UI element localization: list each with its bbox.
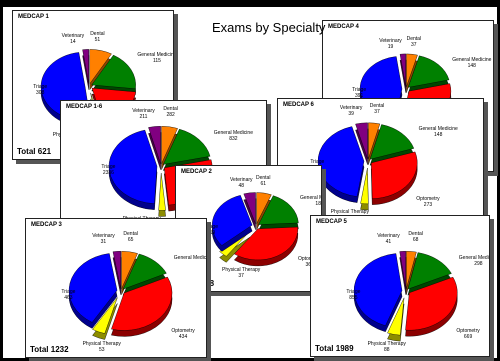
slice-optometry [111,276,173,331]
slice-optometry [233,226,299,261]
slice-label-physical-therapy: Physical Therapy [330,208,369,215]
slice-label-triage: Triage 319 [204,223,218,236]
slice-label-dental: Dental 37 [406,35,422,48]
slice-label-triage: Triage 463 [61,289,76,302]
pie-title: MEDCAP 6 [283,102,314,108]
slice-label-veterinary: Veterinary 48 [230,177,253,189]
slice-general-medicine [407,252,452,290]
slice-label-veterinary: Veterinary 41 [377,233,400,245]
slice-label-optometry: Optometry 669 [456,328,480,341]
slice-physical-therapy [92,297,118,334]
slice-veterinary [399,251,407,289]
slice-physical-therapy [387,297,405,336]
slice-label-dental: Dental 65 [123,230,138,243]
slice-dental [256,192,272,224]
slice-general-medicine [162,128,211,165]
slice-optometry [405,276,458,331]
pie-panel-medcap-5: MEDCAP 5 Veterinary 41 Dental 68 General Medi… [310,215,490,357]
slice-label-general-medicine: General Medicine 832 [213,129,253,142]
slice-label-physical-therapy: Physical Therapy 53 [82,341,121,353]
pie-chart [211,192,299,267]
pie-chart [68,251,173,340]
slice-label-general-medicine: General Medicine 115 [137,52,174,65]
slice-label-triage: Triage 855 [346,289,361,302]
slice-depth-physical-therapy [219,236,251,263]
slice-label-optometry: Optometry 434 [171,328,195,341]
slice-label-general-medicine: General Medicine 148 [418,125,458,138]
pie-chart [353,251,458,342]
pie-total: Total 621 [17,147,52,156]
slice-label-general-medicine: General Medicine [173,254,207,261]
slice-general-medicine [407,55,450,88]
pie-total: Total 1232 [30,345,69,354]
slice-label-general-medicine: General Medicine183 [300,195,321,207]
slice-dental [121,251,138,289]
slice-general-medicine [91,54,136,89]
slice-dental [406,53,418,87]
slice-label-triage: Triage 391 [352,86,367,99]
pie-title: MEDCAP 4 [328,24,359,30]
pie-title: MEDCAP 5 [316,219,347,225]
pie-title: MEDCAP 1-6 [66,104,103,110]
slice-label-dental: Dental 61 [256,175,271,188]
slice-triage [68,253,118,323]
slice-veterinary [82,49,89,84]
slice-label-dental: Dental 68 [408,230,423,243]
pie-chart [317,122,418,211]
slice-general-medicine [122,253,167,290]
slice-label-veterinary: Veterinary 19 [379,37,402,50]
slice-label-dental: Dental 51 [90,30,105,43]
slice-general-medicine [258,195,299,225]
pie-title: MEDCAP 2 [181,169,212,175]
slice-label-optometry: Optometry363 [298,256,321,268]
slice-triage [211,195,253,246]
slice-optometry [371,151,418,199]
slice-label-general-medicine: General Medicine 148 [452,56,492,69]
slice-physical-therapy [360,167,369,205]
slice-label-dental: Dental 37 [369,103,385,116]
slice-veterinary [112,251,121,289]
slice-physical-therapy [158,172,166,211]
pie-total: Total 1989 [315,344,354,353]
pie-panel-medcap-3: MEDCAP 3 Veterinary 31 Dental 65 General Medi… [25,218,207,358]
slice-dental [89,49,112,85]
slice-triage [108,129,158,204]
slice-label-veterinary: Veterinary 211 [132,108,155,120]
pie-title: MEDCAP 1 [18,14,49,20]
slice-dental [406,251,417,289]
slice-triage [353,253,403,327]
slice-general-medicine [369,124,415,160]
slice-veterinary [399,53,406,87]
slice-veterinary [355,122,368,159]
slice-label-general-medicine: General Medicine298 [458,254,489,267]
slice-veterinary [243,192,256,224]
slice-dental [368,122,381,159]
slice-label-dental: Dental 282 [163,105,178,118]
slice-label-veterinary: Veterinary 14 [61,32,85,45]
slice-label-veterinary: Veterinary 39 [339,105,363,118]
slice-label-triage: Triage 2336 [101,164,116,177]
pie-title: MEDCAP 3 [31,222,62,228]
slice-label-physical-therapy: Physical Therapy 88 [367,341,406,353]
main-title: Exams by Specialty [212,20,326,35]
slice-veterinary [148,126,161,164]
slice-dental [161,126,178,164]
slice-label-veterinary: Veterinary 31 [92,233,115,245]
slice-label-triage: Triage 308 [33,83,48,96]
slice-label-triage: Triage [310,159,325,166]
slice-triage [317,126,365,197]
slice-label-physical-therapy: Physical Therapy 37 [222,267,261,279]
